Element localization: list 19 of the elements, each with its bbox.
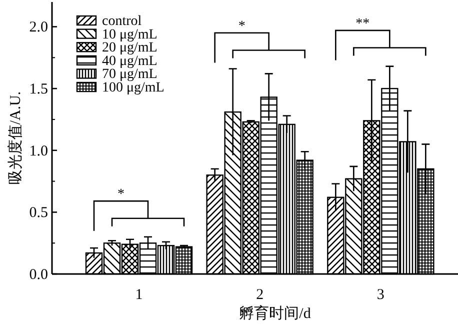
y-tick-label: 0.0 bbox=[29, 267, 48, 283]
legend-label: 10 μg/mL bbox=[102, 27, 158, 42]
legend-label: 70 μg/mL bbox=[102, 67, 158, 82]
x-axis-title: 孵育时间/d bbox=[239, 305, 312, 322]
y-tick-label: 1.5 bbox=[29, 82, 48, 98]
legend-label: 100 μg/mL bbox=[102, 80, 164, 96]
legend-label: 20 μg/mL bbox=[102, 40, 158, 56]
annotation: * bbox=[118, 187, 124, 202]
x-tick-label: 2 bbox=[256, 287, 264, 303]
y-axis-title: 吸光度值/A.U. bbox=[7, 91, 24, 185]
legend-label: 40 μg/mL bbox=[102, 54, 158, 69]
y-tick-label: 0.5 bbox=[29, 205, 48, 222]
legend-label: control bbox=[102, 14, 142, 29]
y-tick-label: 1.0 bbox=[29, 143, 48, 160]
annotation: * bbox=[238, 18, 246, 34]
y-tick-label: 2.0 bbox=[29, 20, 48, 36]
x-tick-label: 1 bbox=[135, 287, 143, 303]
x-tick-label: 3 bbox=[376, 287, 384, 303]
annotation: ** bbox=[356, 16, 370, 32]
